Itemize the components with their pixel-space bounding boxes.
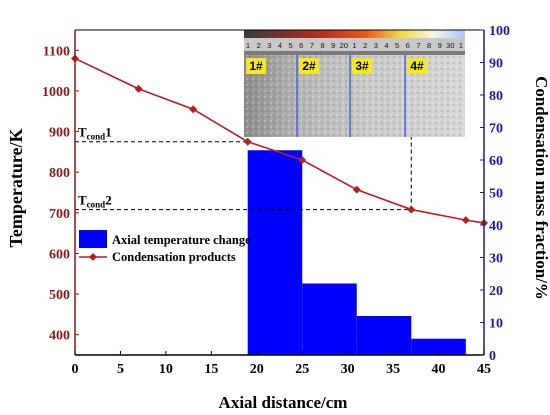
ruler-number: 30	[446, 41, 454, 50]
photo-label-3: 3#	[355, 59, 369, 73]
photo-label-box	[246, 58, 266, 74]
y-left-tick-label: 1000	[42, 85, 70, 100]
photo-ruler-numbers: 1 2 3 4 5 6 7 8 9 20 1 2 3 4 5 6 7 8 9 30 1	[246, 41, 463, 50]
y-right-tick-label: 70	[489, 122, 503, 137]
line-marker-3	[189, 105, 198, 114]
y-left-tick-label: 900	[49, 126, 70, 141]
sample-photo-inset: 1 2 3 4 5 6 7 8 9 20 1 2 3 4 5 6 7 8 9 30 1 1# 2# 3# 4#	[244, 30, 465, 137]
photo-ruler	[244, 38, 465, 51]
ruler-number: 5	[289, 41, 293, 50]
x-tick-label: 5	[117, 362, 124, 377]
line-marker-7	[407, 205, 416, 214]
photo-labels: 1# 2# 3# 4#	[246, 58, 427, 74]
y-left-tick-label: 800	[49, 166, 70, 181]
ruler-number: 5	[395, 41, 399, 50]
ruler-number: 8	[320, 41, 324, 50]
x-tick-label: 25	[295, 362, 309, 377]
ruler-number: 9	[438, 41, 442, 50]
y-left-axis-label: Temperature/K	[6, 129, 26, 248]
bar-1	[247, 150, 303, 355]
ruler-number: 7	[416, 41, 420, 50]
x-tick-label: 35	[386, 362, 400, 377]
photo-label-box	[407, 58, 427, 74]
legend-swatch-bars	[79, 230, 107, 248]
photo-label-box	[299, 58, 319, 74]
photo-label-2: 2#	[302, 59, 316, 73]
x-tick-label: 30	[341, 362, 355, 377]
x-tick-label: 20	[250, 362, 264, 377]
y-left-tick-label: 600	[49, 247, 70, 262]
x-tick-label: 0	[72, 362, 79, 377]
y-right-tick-label: 90	[489, 57, 503, 72]
y-left-tick-label: 400	[49, 329, 70, 344]
y-left-tick-label: 500	[49, 288, 70, 303]
ruler-number: 2	[363, 41, 367, 50]
photo-color-strip	[244, 30, 465, 38]
y-right-tick-label: 30	[489, 252, 503, 267]
line-marker-6	[352, 185, 361, 194]
line-marker-5	[298, 156, 307, 164]
photo-dividers	[296, 55, 406, 137]
ruler-number: 1	[459, 41, 463, 50]
legend-label-bars: Axial temperature change	[112, 233, 251, 247]
y-right-tick-label: 50	[489, 187, 503, 202]
annotation-tcond2: Tcond2	[78, 193, 112, 210]
ruler-number: 2	[257, 41, 261, 50]
y-right-axis-label: Condensation mass fraction/%	[532, 76, 550, 300]
ruler-number: 3	[267, 41, 271, 50]
ruler-number: 20	[340, 41, 348, 50]
ruler-number: 1	[246, 41, 250, 50]
legend-swatch-marker	[89, 253, 97, 261]
annotation-tcond1: Tcond1	[78, 125, 112, 142]
ruler-number: 1	[352, 41, 356, 50]
y-right-tick-label: 40	[489, 219, 503, 234]
x-axis-label: Axial distance/cm	[219, 393, 348, 412]
ruler-number: 4	[384, 41, 388, 50]
x-tick-label: 40	[432, 362, 446, 377]
photo-label-1: 1#	[249, 59, 263, 73]
y-left-tick-label: 1100	[43, 44, 70, 59]
y-right-tick-label: 0	[489, 349, 496, 364]
bar-2	[302, 283, 357, 355]
bars-group	[247, 150, 466, 355]
x-tick-label: 15	[204, 362, 218, 377]
legend-label-line: Condensation products	[112, 250, 236, 264]
ruler-number: 6	[299, 41, 303, 50]
y-left-tick-label: 700	[49, 207, 70, 222]
line-marker-2	[134, 84, 143, 93]
y-right-tick-label: 60	[489, 154, 503, 169]
line-marker-4	[243, 137, 252, 146]
axes-group: 0 5 10 15 20 25 30 35 40 454005006007008009001000…	[42, 24, 510, 377]
photo-label-4: 4#	[410, 59, 424, 73]
y-right-tick-label: 10	[489, 317, 503, 332]
ruler-number: 8	[427, 41, 431, 50]
line-marker-8	[461, 216, 470, 225]
ruler-number: 3	[374, 41, 378, 50]
ruler-number: 4	[278, 41, 282, 50]
bar-3	[356, 316, 412, 355]
line-series-group	[71, 54, 488, 227]
legend: Axial temperature change Condensation pro…	[79, 230, 251, 264]
photo-label-box	[352, 58, 372, 74]
reference-lines: Tcond1 Tcond2	[75, 125, 412, 211]
y-right-tick-label: 20	[489, 284, 503, 299]
ruler-number: 6	[406, 41, 410, 50]
x-tick-label: 10	[159, 362, 173, 377]
x-tick-label: 45	[477, 362, 491, 377]
bar-4	[411, 338, 466, 355]
ruler-number: 9	[331, 41, 335, 50]
y-right-tick-label: 80	[489, 89, 503, 104]
ruler-number: 7	[310, 41, 314, 50]
y-right-tick-label: 100	[489, 24, 510, 39]
